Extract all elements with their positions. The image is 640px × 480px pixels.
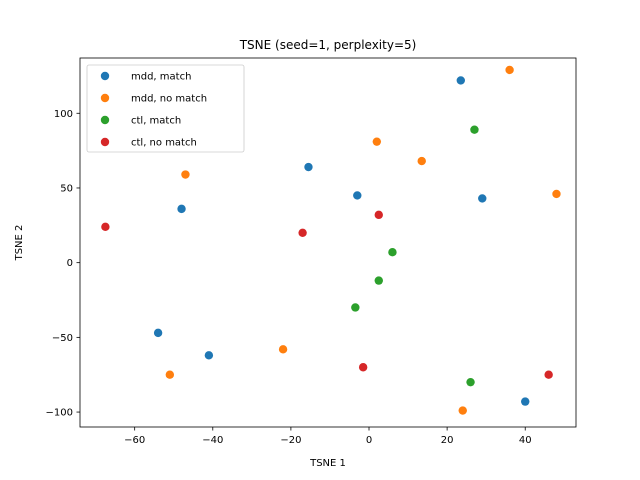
data-point-series-1 <box>278 345 288 354</box>
legend-label: mdd, match <box>131 72 191 83</box>
x-tick-label: −40 <box>202 435 223 446</box>
plot-frame <box>79 57 577 428</box>
x-tick-label: −20 <box>280 435 301 446</box>
y-tick-label: −50 <box>52 333 73 344</box>
data-point-series-2 <box>351 303 360 312</box>
data-point-series-0 <box>177 204 186 214</box>
legend-marker <box>100 115 110 125</box>
legend-label: ctl, no match <box>131 138 197 149</box>
data-point-series-3 <box>101 222 110 232</box>
legend-marker <box>100 71 110 81</box>
x-axis-label: TSNE 1 <box>309 458 346 469</box>
data-point-series-0 <box>204 351 214 360</box>
x-tick-label: −60 <box>124 435 145 446</box>
y-axis-label: TSNE 2 <box>14 225 25 262</box>
data-point-series-3 <box>358 363 368 372</box>
y-tick-label: 100 <box>54 109 73 120</box>
data-point-series-1 <box>165 370 175 379</box>
legend-marker <box>100 93 110 103</box>
data-point-series-1 <box>505 65 514 75</box>
ticks-layer: −60 −40 −20 0 20 40 −100 −50 0 50 100 <box>46 109 532 446</box>
legend-label: mdd, no match <box>131 94 207 105</box>
legend: mdd, match mdd, no match ctl, match ctl, no… <box>86 64 245 153</box>
legend-box <box>86 64 245 153</box>
data-point-series-3 <box>374 210 383 220</box>
data-point-series-0 <box>304 162 313 172</box>
data-point-series-1 <box>458 406 467 415</box>
data-point-series-2 <box>388 248 397 257</box>
data-point-series-0 <box>153 328 163 338</box>
points-layer <box>101 65 561 415</box>
legend-label: ctl, match <box>131 116 181 127</box>
data-point-series-2 <box>466 377 475 387</box>
data-point-series-1 <box>552 189 561 199</box>
legend-marker <box>100 137 110 147</box>
data-point-series-3 <box>298 228 307 237</box>
chart-title: TSNE (seed=1, perplexity=5) <box>239 38 417 52</box>
data-point-series-0 <box>353 191 362 200</box>
data-point-series-0 <box>521 397 530 406</box>
y-tick-label: 50 <box>60 183 73 194</box>
x-tick-label: 0 <box>366 435 372 446</box>
data-point-series-1 <box>181 170 190 179</box>
y-tick-label: 0 <box>67 258 73 269</box>
x-tick-label: 20 <box>441 435 454 446</box>
data-point-series-0 <box>456 76 465 85</box>
y-tick-label: −100 <box>46 408 73 419</box>
data-point-series-2 <box>470 125 479 134</box>
data-point-series-0 <box>478 194 487 203</box>
x-tick-label: 40 <box>519 435 532 446</box>
data-point-series-1 <box>372 137 382 146</box>
data-point-series-1 <box>417 156 426 166</box>
data-point-series-2 <box>374 276 383 285</box>
data-point-series-3 <box>544 370 553 379</box>
